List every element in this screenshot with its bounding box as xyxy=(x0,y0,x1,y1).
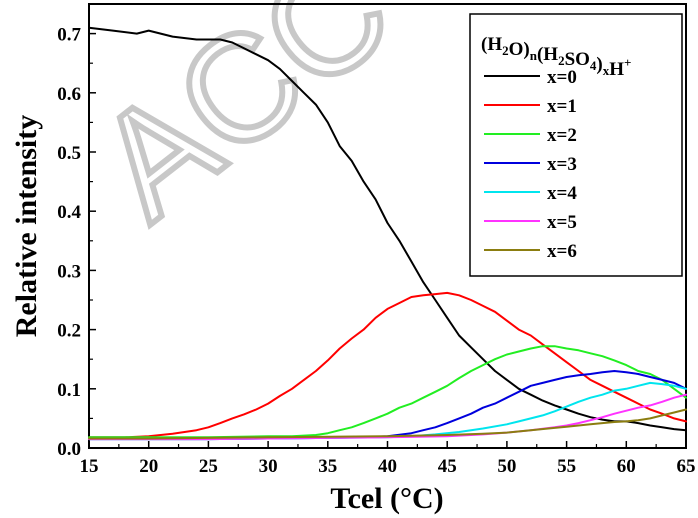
y-axis-title: Relative intensity xyxy=(10,115,43,337)
legend: (H2O)n(H2SO4)xH+ x=0x=1x=2x=3x=4x=5x=6 xyxy=(469,13,683,277)
x-tick-label: 30 xyxy=(259,456,278,477)
x-tick-label: 50 xyxy=(497,456,516,477)
legend-label-x-0: x=0 xyxy=(547,67,577,88)
legend-label-x-3: x=3 xyxy=(547,154,577,175)
series-layer xyxy=(88,26,687,441)
legend-label-x-5: x=5 xyxy=(547,212,577,233)
legend-label-x-6: x=6 xyxy=(547,241,577,262)
legend-title-part: n xyxy=(530,48,538,63)
legend-title: (H2O)n(H2SO4)xH+ xyxy=(481,34,631,80)
legend-title-part: H xyxy=(609,59,624,80)
y-tick-label: 0.4 xyxy=(57,202,81,223)
series-line-x-4 xyxy=(88,381,687,441)
legend-box xyxy=(469,13,683,277)
x-axis-title: Tcel (°C) xyxy=(330,482,443,515)
x-tick-label: 65 xyxy=(677,456,696,477)
y-tick-label: 0.1 xyxy=(57,380,81,401)
x-tick-label: 55 xyxy=(557,456,576,477)
series-line-x-1 xyxy=(88,291,687,439)
series-line-x-2 xyxy=(88,345,687,439)
y-tick-label: 0.0 xyxy=(57,439,81,460)
legend-title-part: (H xyxy=(537,44,558,65)
legend-title-part: + xyxy=(624,55,631,70)
legend-title-part: 2 xyxy=(558,53,565,68)
legend-label-x-4: x=4 xyxy=(547,183,577,204)
x-tick-label: 60 xyxy=(617,456,636,477)
legend-label-x-2: x=2 xyxy=(547,125,577,146)
series-line-x-3 xyxy=(88,370,687,441)
legend-title-part: 2 xyxy=(502,43,509,58)
legend-title-part: 4 xyxy=(590,58,597,73)
x-tick-label: 35 xyxy=(318,456,337,477)
y-tick-label: 0.6 xyxy=(57,84,81,105)
y-tick-label: 0.5 xyxy=(57,143,81,164)
y-tick-label: 0.2 xyxy=(57,321,81,342)
y-tick-label: 0.7 xyxy=(57,25,81,46)
legend-title-part: ) xyxy=(596,54,602,75)
legend-title-part: SO xyxy=(565,49,590,70)
series-line-x-6 xyxy=(88,408,687,440)
x-tick-label: 15 xyxy=(80,456,99,477)
legend-title-part: O) xyxy=(509,39,530,60)
legend-items: x=0 x=1 x=2 x=3 x=4 x=5 x=6 xyxy=(484,67,577,262)
legend-title-part: x xyxy=(603,63,610,78)
x-tick-label: 20 xyxy=(139,456,158,477)
y-tick-label: 0.3 xyxy=(57,261,81,282)
x-tick-label: 45 xyxy=(438,456,457,477)
x-tick-label: 25 xyxy=(199,456,218,477)
legend-label-x-1: x=1 xyxy=(547,96,577,117)
x-tick-label: 40 xyxy=(378,456,397,477)
watermark-text: ACC xyxy=(66,0,419,250)
y-axis-ticks: 0.0 0.1 0.2 0.3 0.4 0.5 0.6 0.7 xyxy=(57,25,96,460)
legend-title-part: (H xyxy=(481,34,502,55)
x-axis-ticks: 15 20 25 30 35 40 45 50 55 60 65 xyxy=(80,441,696,477)
